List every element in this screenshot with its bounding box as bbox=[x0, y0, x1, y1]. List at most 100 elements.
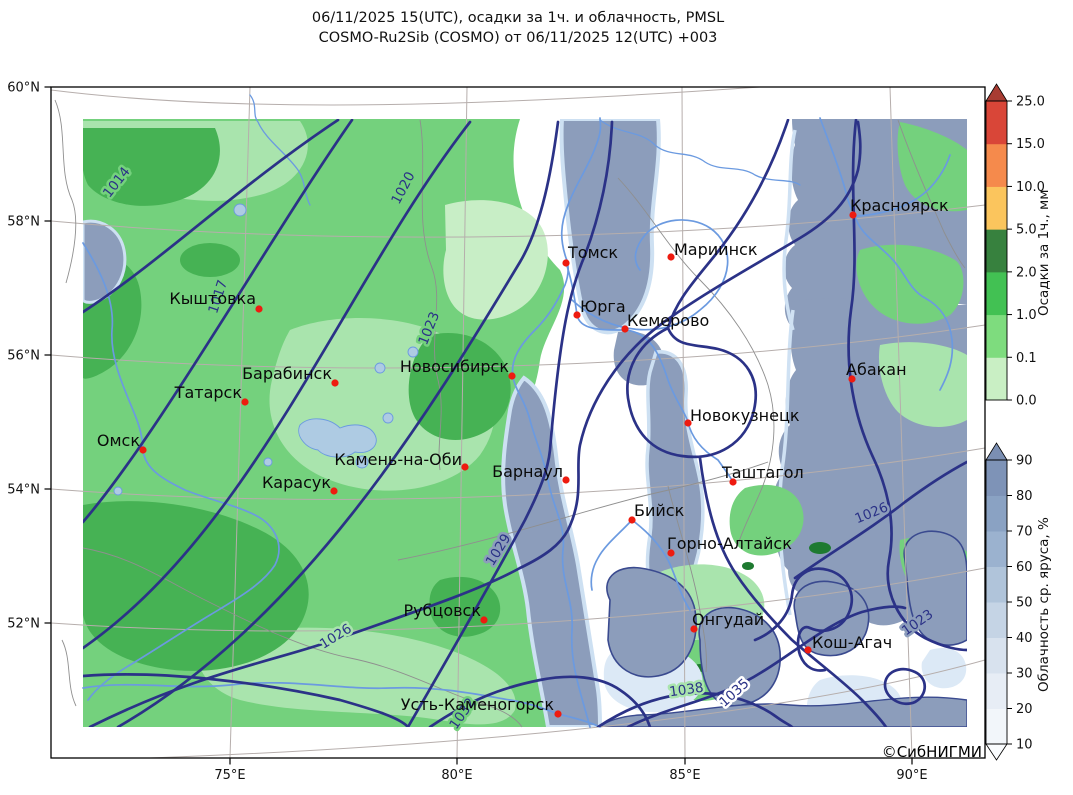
colorbar-tick-label: 25.0 bbox=[1016, 95, 1045, 110]
cloud-fringe-right bbox=[777, 309, 795, 616]
plot-frame bbox=[50, 86, 986, 759]
colorbar-cloud: 10 20 30 40 50 60 70 80 90 bbox=[985, 442, 1033, 761]
colorbar-over-arrow bbox=[985, 442, 1008, 461]
cloud-blobs-bottom-right bbox=[599, 530, 967, 727]
city-dot bbox=[554, 710, 562, 718]
colorbar-band bbox=[986, 186, 1007, 230]
city-label: Кыштовка bbox=[169, 289, 256, 308]
city-label: Барабинск bbox=[242, 364, 332, 383]
colorbar-tick-label: 20 bbox=[1016, 702, 1033, 717]
colorbar-band bbox=[986, 101, 1007, 145]
colorbar-tick-label: 70 bbox=[1016, 525, 1033, 540]
map-title-line2: COSMO-Ru2Sib (COSMO) от 06/11/2025 12(UT… bbox=[318, 30, 718, 46]
city-dot bbox=[667, 253, 675, 261]
precip-area-dark-1 bbox=[83, 128, 220, 206]
colorbar-tick-label: 5.0 bbox=[1016, 223, 1037, 238]
isobar-small-loop bbox=[883, 667, 927, 706]
lat-tick-label: 52°N bbox=[7, 617, 40, 632]
colorbar-tick-label: 80 bbox=[1016, 489, 1033, 504]
city-dot bbox=[241, 398, 249, 406]
colorbar-band bbox=[986, 637, 1007, 674]
city-dot bbox=[331, 379, 339, 387]
copyright-label: ©СибНИГМИ bbox=[881, 743, 982, 761]
city-label: Томск bbox=[567, 243, 618, 262]
city-label: Усть-Каменогорск bbox=[401, 695, 555, 714]
city-label: Таштагол bbox=[721, 463, 804, 482]
city-dot bbox=[330, 487, 338, 495]
colorbar-band bbox=[986, 314, 1007, 358]
isobar-loop-tail bbox=[698, 456, 888, 727]
colorbar-tick-label: 10.0 bbox=[1016, 180, 1045, 195]
colorbar-precip-title: Осадки за 1ч., мм bbox=[1036, 189, 1052, 316]
city-label: Новосибирск bbox=[400, 357, 509, 376]
precip-area-pale-tomsk bbox=[443, 200, 548, 320]
city-dot bbox=[804, 646, 812, 654]
isobar-koshagach-loop bbox=[753, 567, 853, 672]
city-label: Горно-Алтайск bbox=[667, 534, 792, 553]
colorbar-band bbox=[986, 602, 1007, 638]
cloud-patch-west-edge bbox=[83, 219, 127, 304]
city-dot bbox=[690, 625, 698, 633]
lat-tick-label: 54°N bbox=[7, 483, 40, 498]
colorbar-tick-label: 0.1 bbox=[1016, 351, 1037, 366]
colorbar-band bbox=[986, 708, 1007, 745]
city-label: Абакан bbox=[846, 360, 907, 379]
city-dot bbox=[628, 516, 636, 524]
precip-area-east-1 bbox=[897, 122, 967, 212]
isobar-1023 bbox=[116, 120, 560, 727]
city-dot bbox=[849, 211, 857, 219]
map-title-line1: 06/11/2025 15(UTC), осадки за 1ч. и обла… bbox=[311, 10, 725, 26]
city-dot bbox=[621, 325, 629, 333]
isobar-1035 bbox=[626, 605, 907, 727]
city-dot bbox=[461, 463, 469, 471]
colorbar-band bbox=[986, 566, 1007, 603]
isobar-1032 bbox=[428, 675, 652, 727]
admin-borders-layer bbox=[54, 99, 966, 728]
city-label: Кош-Агач bbox=[812, 633, 892, 652]
city-label: Барнаул bbox=[492, 462, 563, 481]
city-dot bbox=[480, 616, 488, 624]
city-label: Омск bbox=[97, 431, 140, 450]
city-label: Татарск bbox=[174, 383, 243, 402]
isobar-1026-east bbox=[793, 460, 967, 580]
precip-area-east-3 bbox=[878, 342, 967, 427]
city-dot bbox=[848, 375, 856, 383]
colorbar-tick-label: 15.0 bbox=[1016, 137, 1045, 152]
precip-spot-dark-a bbox=[809, 542, 831, 554]
city-label: Карасук bbox=[262, 473, 331, 492]
city-dot bbox=[562, 476, 570, 484]
precip-area-east-4 bbox=[729, 484, 804, 556]
isobar-1017 bbox=[83, 119, 354, 524]
lat-tick-label: 56°N bbox=[7, 349, 40, 364]
city-label: Камень-на-Оби bbox=[334, 450, 462, 469]
colorbar-tick-label: 60 bbox=[1016, 560, 1033, 575]
colorbar-under-arrow bbox=[985, 743, 1008, 761]
city-label: Онгудай bbox=[692, 610, 764, 629]
city-dot bbox=[573, 311, 581, 319]
city-dot bbox=[508, 372, 516, 380]
lat-tick-label: 58°N bbox=[7, 215, 40, 230]
colorbar-tick-label: 2.0 bbox=[1016, 265, 1037, 280]
lon-tick-label: 80°E bbox=[441, 768, 472, 783]
isobar-1023-east bbox=[847, 119, 967, 652]
cloud-band-ob-valley bbox=[501, 375, 602, 727]
city-dot bbox=[255, 305, 263, 313]
city-label: Новокузнецк bbox=[690, 406, 800, 425]
city-label: Бийск bbox=[634, 501, 685, 520]
graticule-layer bbox=[51, 87, 985, 758]
colorbar-tick-label: 0.0 bbox=[1016, 394, 1037, 409]
isobar-1014 bbox=[83, 119, 340, 314]
colorbar-band bbox=[986, 271, 1007, 316]
colorbar-band bbox=[986, 143, 1007, 187]
city-dot bbox=[684, 419, 692, 427]
colorbar-band bbox=[986, 673, 1007, 709]
colorbar-tick-label: 10 bbox=[1016, 738, 1033, 753]
cloud-band-top-center bbox=[559, 119, 661, 335]
colorbar-band bbox=[986, 460, 1007, 496]
isobar-1038 bbox=[596, 691, 794, 727]
cloud-fringe-topright bbox=[782, 129, 797, 331]
city-label: Мариинск bbox=[674, 240, 758, 259]
colorbar-tick-label: 30 bbox=[1016, 667, 1033, 682]
city-dot bbox=[139, 446, 147, 454]
